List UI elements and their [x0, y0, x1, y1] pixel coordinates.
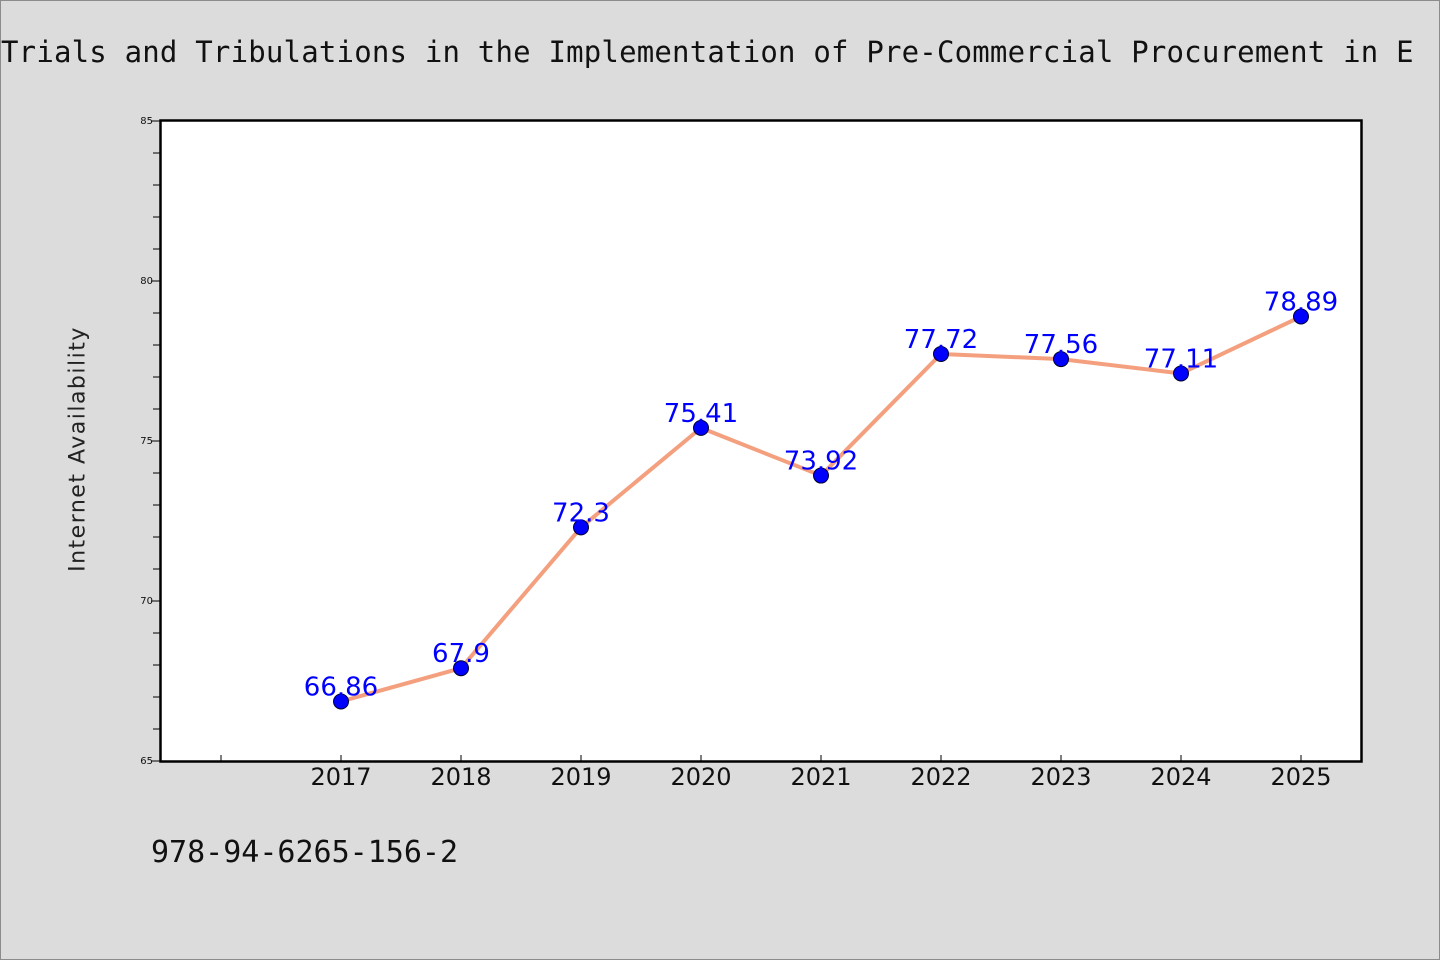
y-tick-label: 75 — [140, 436, 153, 447]
data-label: 72.3 — [552, 498, 610, 528]
isbn-text: 978-94-6265-156-2 — [151, 835, 459, 870]
data-label: 73.92 — [784, 447, 858, 477]
data-point — [813, 467, 829, 484]
data-point — [1053, 351, 1069, 368]
x-tick-label: 2023 — [1030, 763, 1091, 791]
data-label: 78.89 — [1264, 288, 1338, 318]
x-tick-label: 2022 — [910, 763, 971, 791]
series-markers — [333, 308, 1309, 710]
data-label: 77.56 — [1024, 330, 1098, 360]
data-point — [1293, 308, 1309, 325]
x-tick-label: 2018 — [430, 763, 491, 791]
x-tick-label: 2020 — [670, 763, 731, 791]
data-point — [333, 693, 349, 710]
data-point — [693, 419, 709, 436]
data-point — [933, 345, 949, 362]
x-tick-label: 2025 — [1270, 763, 1331, 791]
data-label: 77.11 — [1144, 344, 1218, 374]
data-label: 66.86 — [304, 672, 378, 702]
x-tick-label: 2021 — [790, 763, 851, 791]
x-tick-label: 2017 — [310, 763, 371, 791]
x-tick-label: 2024 — [1150, 763, 1211, 791]
chart-title: Trials and Tribulations in the Implement… — [1, 35, 1414, 69]
plot-frame — [159, 119, 1363, 763]
y-tick-label: 70 — [140, 596, 153, 607]
data-label: 75.41 — [664, 399, 738, 429]
y-tick-label: 85 — [140, 116, 153, 127]
y-tick-label: 80 — [140, 276, 153, 287]
y-axis-ticks: 65 70 75 80 85 — [140, 116, 161, 767]
data-labels: 66.86 67.9 72.3 75.41 73.92 77.72 77.56 77.11 78… — [304, 288, 1338, 703]
data-point — [573, 519, 589, 536]
y-tick-label: 65 — [140, 756, 153, 767]
data-point — [1173, 365, 1189, 382]
data-point — [453, 660, 469, 677]
data-label: 77.72 — [904, 325, 978, 355]
plot-area — [160, 120, 1362, 762]
data-label: 67.9 — [432, 639, 490, 669]
x-tick-label: 2019 — [550, 763, 611, 791]
x-axis-ticks: 2017 2018 2019 2020 2021 2022 2023 2024 2025 — [220, 755, 1332, 791]
